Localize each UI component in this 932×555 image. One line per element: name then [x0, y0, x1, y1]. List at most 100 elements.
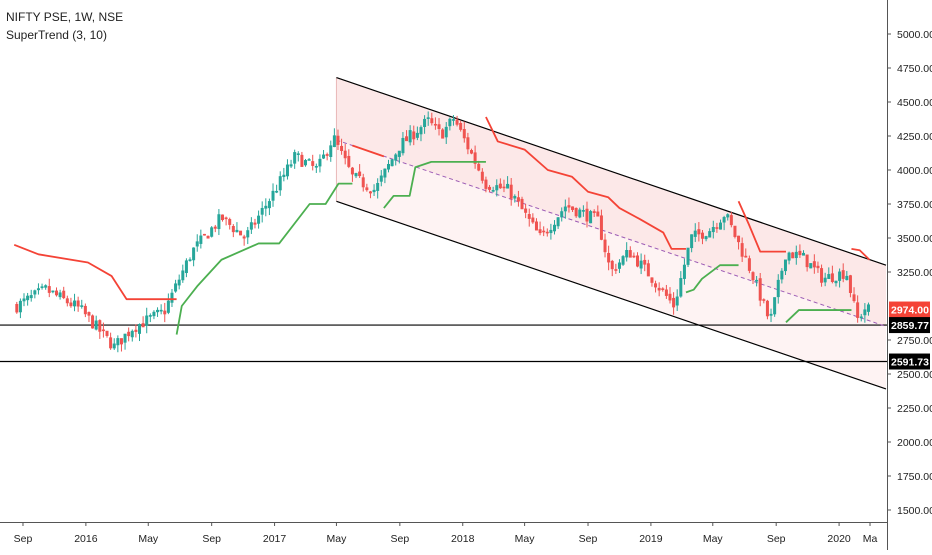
candle[interactable] [430, 112, 434, 126]
candle[interactable] [314, 163, 318, 173]
channel-upper-line[interactable] [336, 76, 887, 266]
candle[interactable] [859, 313, 863, 322]
supertrend-up-segment[interactable] [383, 160, 486, 209]
candle[interactable] [134, 324, 138, 338]
candle[interactable] [40, 283, 44, 290]
candle[interactable] [376, 178, 380, 199]
candle[interactable] [116, 335, 120, 353]
candle[interactable] [36, 283, 40, 295]
candle[interactable] [220, 214, 224, 222]
candle[interactable] [123, 333, 127, 350]
candle[interactable] [408, 125, 412, 146]
candle[interactable] [264, 198, 268, 217]
candle[interactable] [372, 184, 376, 196]
candle[interactable] [127, 327, 131, 342]
candle[interactable] [827, 267, 831, 279]
candle[interactable] [769, 308, 773, 323]
candle[interactable] [170, 288, 174, 307]
candle[interactable] [15, 301, 19, 314]
candle[interactable] [112, 338, 116, 350]
candle[interactable] [213, 224, 217, 233]
candle[interactable] [506, 176, 510, 189]
candle[interactable] [531, 213, 535, 224]
candle[interactable] [567, 197, 571, 213]
candle[interactable] [697, 222, 701, 242]
candle[interactable] [726, 213, 730, 221]
candle[interactable] [809, 263, 813, 269]
candle[interactable] [661, 287, 665, 292]
candle[interactable] [87, 311, 91, 323]
candle[interactable] [383, 168, 387, 184]
candle[interactable] [722, 215, 726, 231]
candle[interactable] [412, 125, 416, 146]
candle[interactable] [325, 152, 329, 161]
candle[interactable] [780, 268, 784, 284]
candle[interactable] [672, 292, 676, 315]
candle[interactable] [571, 206, 575, 213]
supertrend-up-segment[interactable] [685, 264, 739, 294]
candle[interactable] [664, 284, 668, 299]
candle[interactable] [758, 273, 762, 307]
candle[interactable] [282, 167, 286, 182]
candle[interactable] [455, 115, 459, 127]
candle[interactable] [484, 176, 488, 193]
candle[interactable] [426, 111, 430, 126]
candle[interactable] [636, 252, 640, 268]
candle[interactable] [44, 284, 48, 290]
candle[interactable] [848, 274, 852, 298]
candle[interactable] [195, 234, 199, 252]
candle[interactable] [773, 297, 777, 317]
price-tag-1[interactable]: 2974.00 [889, 301, 930, 318]
candle[interactable] [708, 228, 712, 238]
candle[interactable] [711, 220, 715, 239]
candle[interactable] [527, 208, 531, 227]
time-scale[interactable] [0, 522, 887, 550]
candle[interactable] [729, 211, 733, 228]
candle[interactable] [137, 323, 141, 342]
candle[interactable] [83, 303, 87, 318]
candle[interactable] [845, 271, 849, 281]
candle[interactable] [18, 298, 22, 319]
supertrend-down-segment[interactable] [485, 116, 686, 250]
candle[interactable] [765, 299, 769, 320]
candle[interactable] [657, 282, 661, 297]
candle[interactable] [650, 277, 654, 287]
supertrend-down-segment[interactable] [851, 247, 871, 261]
candle[interactable] [65, 295, 69, 307]
candle[interactable] [628, 246, 632, 258]
candle[interactable] [437, 118, 441, 136]
candle[interactable] [141, 316, 145, 328]
candle[interactable] [603, 233, 607, 258]
candle[interactable] [491, 186, 495, 193]
candle[interactable] [473, 145, 477, 169]
candle[interactable] [444, 122, 448, 144]
candle[interactable] [210, 226, 214, 238]
candle[interactable] [80, 299, 84, 309]
candle[interactable] [322, 150, 326, 160]
candle[interactable] [101, 322, 105, 338]
candle[interactable] [394, 153, 398, 166]
candle[interactable] [62, 286, 66, 300]
candle[interactable] [502, 179, 506, 193]
candle[interactable] [415, 126, 419, 141]
candle[interactable] [249, 217, 253, 234]
candle[interactable] [863, 303, 867, 323]
candle[interactable] [448, 117, 452, 131]
candle[interactable] [105, 330, 109, 338]
candle[interactable] [199, 229, 203, 249]
candle[interactable] [802, 250, 806, 256]
candle[interactable] [596, 205, 600, 217]
candle[interactable] [358, 164, 362, 178]
candle[interactable] [516, 190, 520, 207]
candle[interactable] [54, 287, 58, 297]
candle[interactable] [387, 159, 391, 173]
candle[interactable] [534, 218, 538, 231]
candle[interactable] [834, 280, 838, 287]
candle[interactable] [625, 242, 629, 262]
candle[interactable] [668, 287, 672, 304]
candle[interactable] [148, 313, 152, 323]
candle[interactable] [617, 259, 621, 274]
candle[interactable] [805, 254, 809, 272]
